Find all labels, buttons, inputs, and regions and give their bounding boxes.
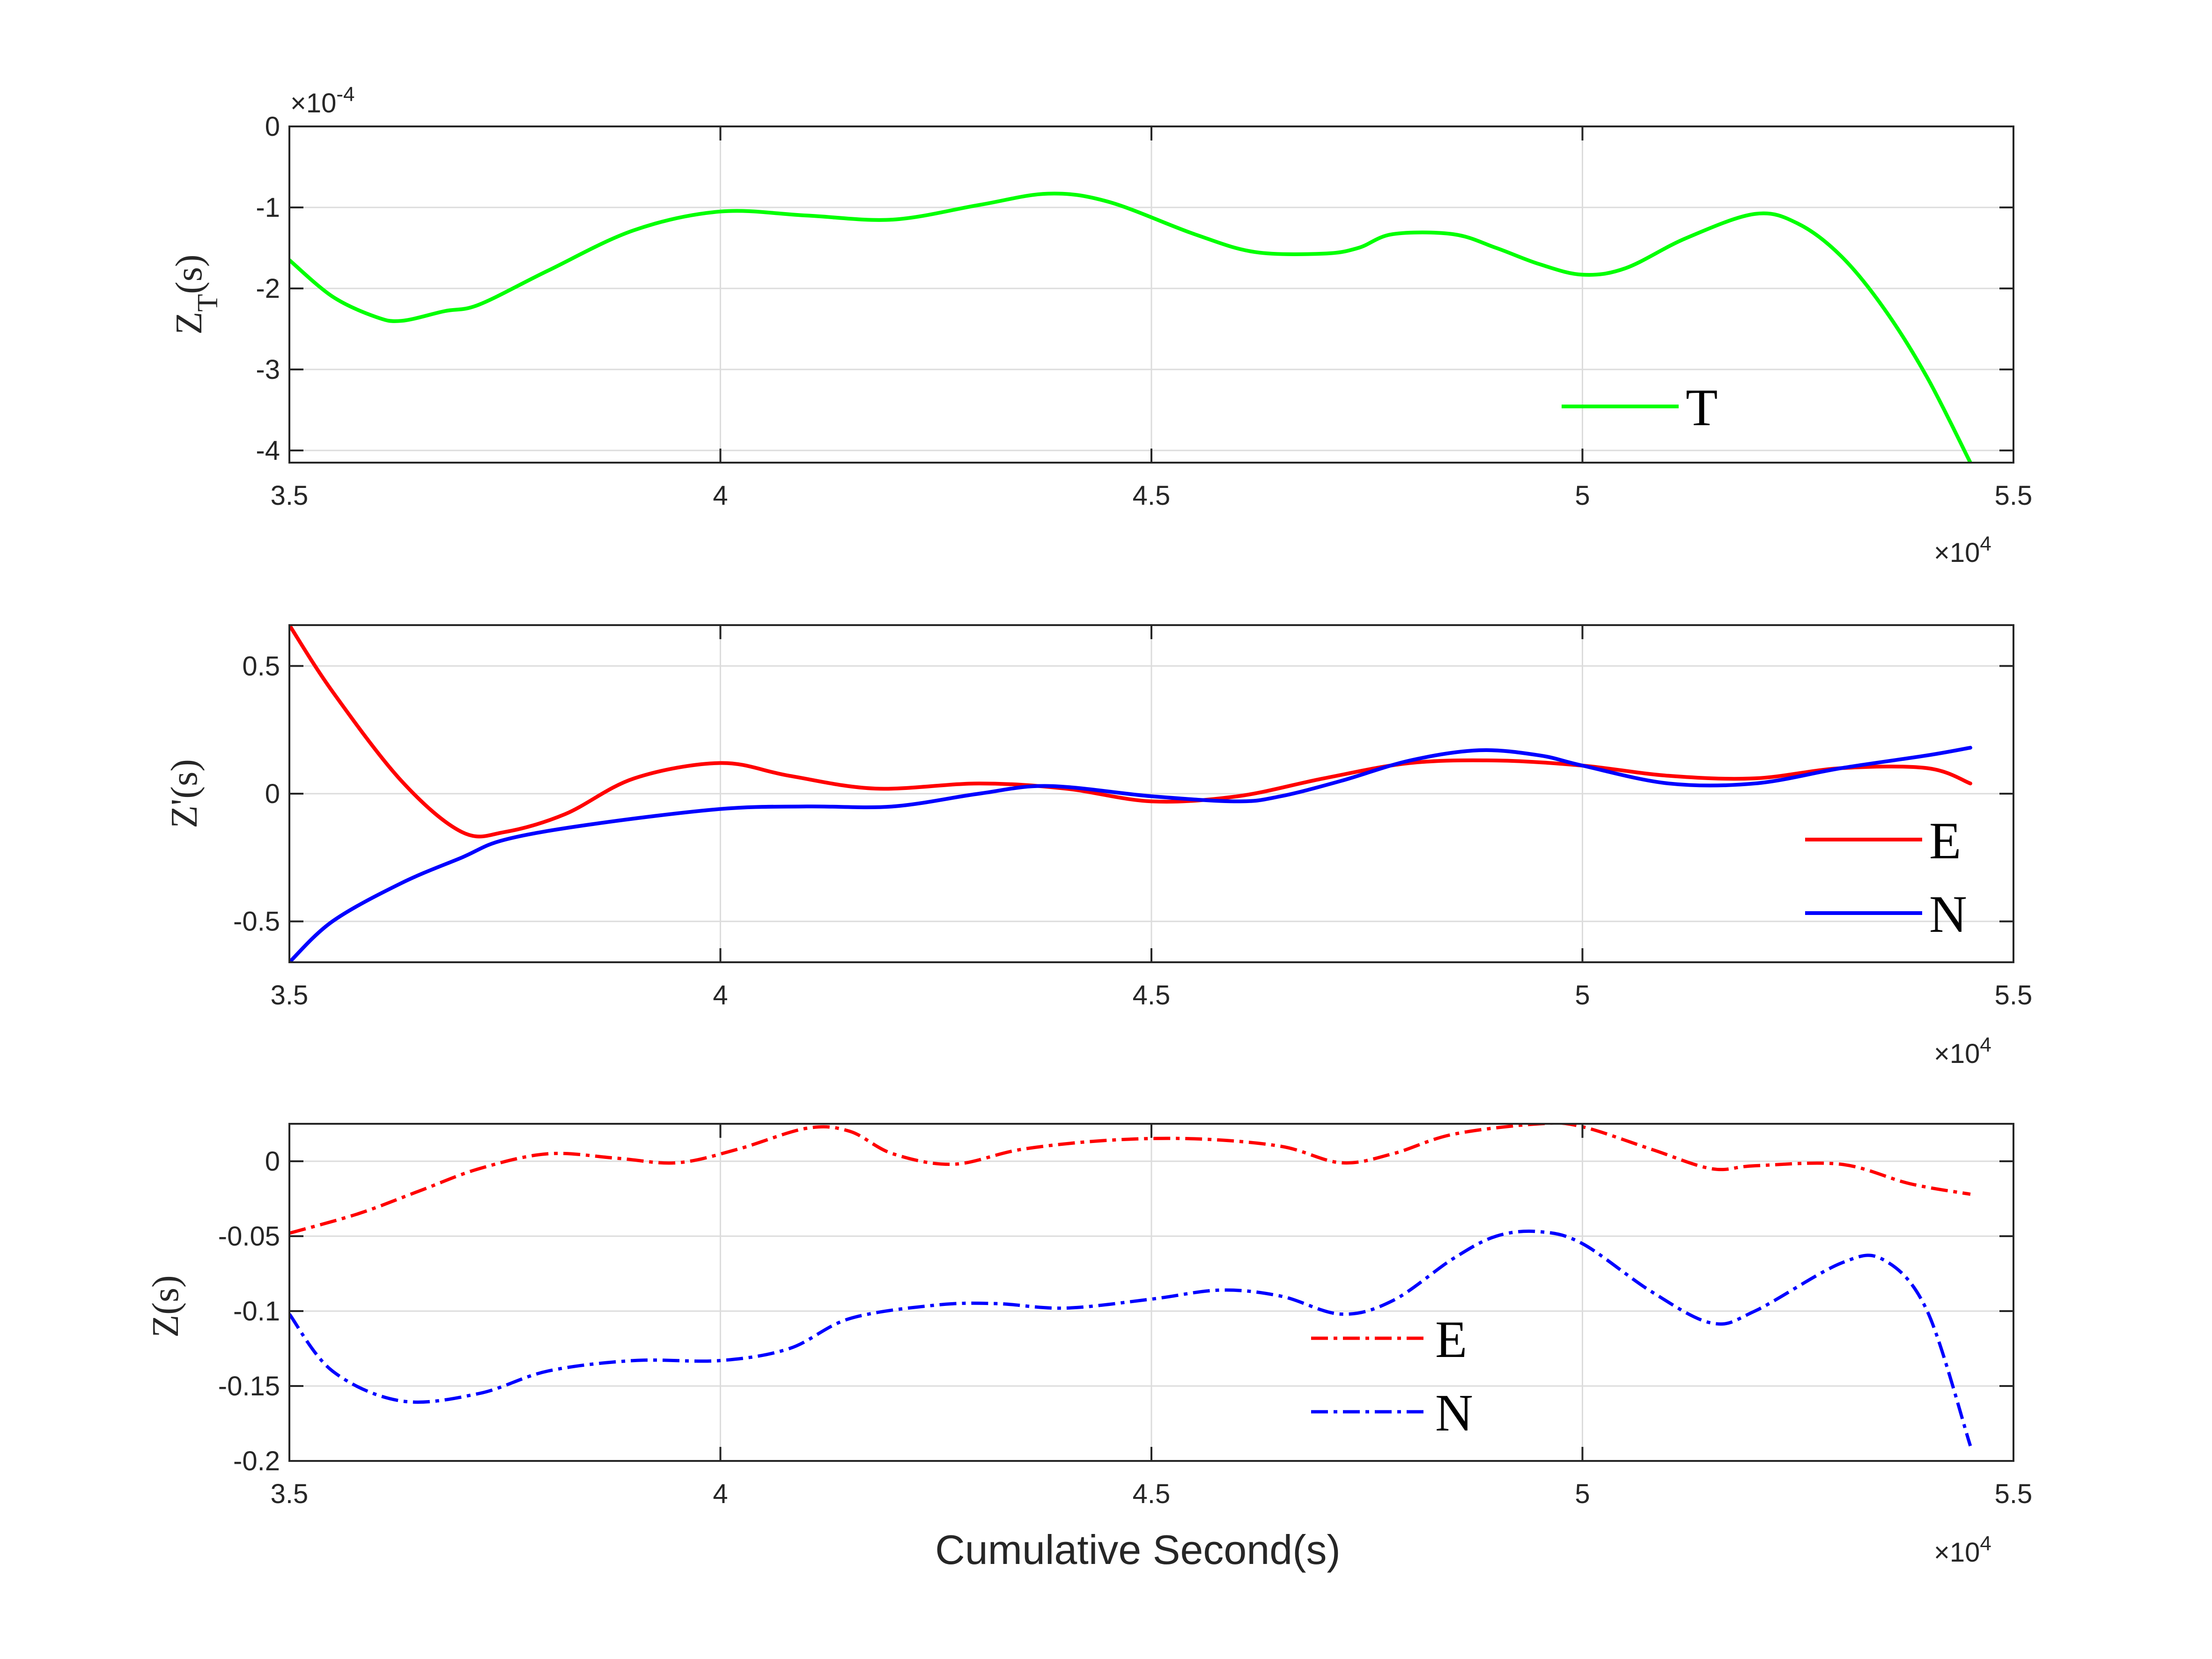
series-group	[289, 192, 1972, 463]
y-tick-label: 0	[265, 1146, 280, 1177]
x-tick-label: 4	[713, 1479, 728, 1509]
x-tick-label: 3.5	[271, 1479, 309, 1509]
x-tick-label: 5.5	[1995, 480, 2033, 511]
grid	[289, 625, 2013, 962]
legend: E N	[1311, 1311, 1473, 1442]
tick-group: 3.5 4 4.5 5 5.5 0 -0.05 -0.1 -0.15 -0.2	[218, 1124, 2033, 1509]
y-axis-label: Z'(s)	[164, 759, 205, 828]
y-tick-label: -3	[256, 354, 280, 385]
series-group	[289, 1124, 1972, 1447]
y-tick-label: -0.1	[233, 1296, 280, 1327]
y-axis-label: ZT(s)	[169, 254, 224, 334]
x-axis-exponent: ×104	[1934, 532, 1991, 568]
legend-label-t: T	[1686, 379, 1718, 437]
legend: E N	[1805, 812, 1967, 944]
y-tick-label: -0.5	[233, 907, 280, 937]
x-tick-label: 4.5	[1133, 1479, 1171, 1509]
series-line-e	[289, 1124, 1971, 1235]
x-tick-label: 5	[1575, 480, 1590, 511]
x-tick-label: 4.5	[1133, 480, 1171, 511]
series-line-n	[289, 745, 1972, 962]
y-tick-label: -2	[256, 273, 280, 304]
x-tick-label: 4.5	[1133, 980, 1171, 1010]
series-line-n	[289, 1229, 1972, 1447]
x-axis-exponent: ×104	[1934, 1532, 1991, 1568]
legend-label-n: N	[1435, 1384, 1473, 1442]
y-tick-label: 0.5	[242, 651, 280, 681]
y-tick-label: -0.2	[233, 1446, 280, 1476]
panel-zprime: 3.5 4 4.5 5 5.5 0.5 0 -0.5 Z'(s) ×104 E N	[164, 624, 2032, 1069]
x-tick-label: 5	[1575, 980, 1590, 1010]
x-tick-label: 4	[713, 480, 728, 511]
y-tick-label: 0	[265, 779, 280, 809]
panel-z: 3.5 4 4.5 5 5.5 0 -0.05 -0.1 -0.15 -0.2 Z(s) Cumu…	[145, 1123, 2032, 1573]
y-tick-label: -0.15	[218, 1371, 280, 1401]
x-tick-label: 5.5	[1995, 1479, 2033, 1509]
x-tick-label: 3.5	[271, 980, 309, 1010]
x-tick-label: 4	[713, 980, 728, 1010]
legend-label-e: E	[1435, 1311, 1467, 1369]
legend-label-n: N	[1929, 885, 1967, 944]
y-tick-label: -0.05	[218, 1221, 280, 1252]
series-line-t	[289, 192, 1972, 463]
y-tick-label: -1	[256, 192, 280, 223]
legend-label-e: E	[1929, 812, 1961, 870]
x-axis-exponent: ×104	[1934, 1033, 1991, 1069]
tick-group: 3.5 4 4.5 5 5.5 0.5 0 -0.5	[233, 625, 2032, 1010]
legend: T	[1562, 379, 1718, 437]
panel-zt: 3.5 4 4.5 5 5.5 0 -1 -2 -3 -4 ZT(s) ×10-4 ×104 T	[169, 83, 2032, 568]
y-axis-label: Z(s)	[145, 1275, 186, 1337]
x-tick-label: 5	[1575, 1479, 1590, 1509]
y-tick-label: -4	[256, 435, 280, 466]
x-tick-label: 5.5	[1995, 980, 2033, 1010]
y-axis-exponent: ×10-4	[290, 83, 355, 119]
series-group	[289, 625, 1972, 962]
x-tick-label: 3.5	[271, 480, 309, 511]
x-axis-label: Cumulative Second(s)	[935, 1526, 1341, 1573]
tick-group: 3.5 4 4.5 5 5.5 0 -1 -2 -3 -4	[256, 111, 2032, 511]
y-tick-label: 0	[265, 111, 280, 142]
